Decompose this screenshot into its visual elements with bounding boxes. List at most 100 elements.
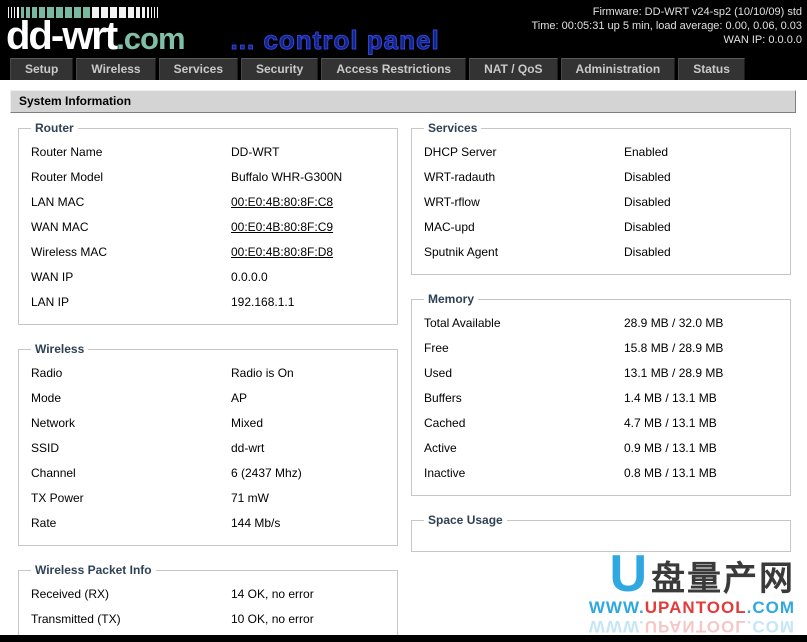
- info-row: Transmitted (TX) 10 OK, no error: [31, 606, 385, 631]
- info-row: Router Model Buffalo WHR-G300N: [31, 164, 385, 189]
- row-value: Radio is On: [231, 365, 294, 380]
- row-value: DD-WRT: [231, 144, 280, 159]
- watermark-url-name-refl: UPANTOOL: [644, 617, 747, 636]
- tab-administration[interactable]: Administration: [560, 58, 676, 80]
- space-usage-empty: [424, 531, 778, 543]
- info-row: Inactive 0.8 MB / 13.1 MB: [424, 460, 778, 485]
- tab-status[interactable]: Status: [678, 58, 745, 80]
- row-value: AP: [231, 390, 248, 405]
- info-row: Mode AP: [31, 385, 385, 410]
- info-row: LAN IP 192.168.1.1: [31, 289, 385, 314]
- row-value: Enabled: [624, 144, 669, 159]
- row-value: Buffalo WHR-G300N: [231, 169, 343, 184]
- row-label: Cached: [424, 415, 466, 430]
- tab-access-restrictions[interactable]: Access Restrictions: [321, 58, 467, 80]
- row-value: 15.8 MB / 28.9 MB: [624, 340, 724, 355]
- row-value: Disabled: [624, 219, 671, 234]
- tab-setup[interactable]: Setup: [10, 58, 74, 80]
- left-column: Router Router Name DD-WRT Router Model B…: [18, 121, 398, 642]
- logo: dd-wrt .com ... control panel: [6, 16, 440, 57]
- row-value: 144 Mb/s: [231, 515, 281, 530]
- services-section: Services DHCP Server Enabled WRT-radauth…: [411, 121, 791, 275]
- row-label: WAN MAC: [31, 219, 89, 234]
- row-label: WAN IP: [31, 269, 74, 284]
- right-column: Services DHCP Server Enabled WRT-radauth…: [411, 121, 791, 642]
- info-row: TX Power 71 mW: [31, 485, 385, 510]
- wireless-packet-info-title: Wireless Packet Info: [35, 563, 152, 577]
- tab-services[interactable]: Services: [158, 58, 238, 80]
- wireless-packet-info-section: Wireless Packet Info Received (RX) 14 OK…: [18, 563, 398, 642]
- tab-security[interactable]: Security: [241, 58, 319, 80]
- row-label: Mode: [31, 390, 62, 405]
- info-row: Radio Radio is On: [31, 360, 385, 385]
- info-row: WAN MAC 00:E0:4B:80:8F:C9: [31, 214, 385, 239]
- watermark-url-com-refl: .COM: [746, 617, 795, 636]
- header: dd-wrt .com ... control panel Firmware: D…: [0, 0, 807, 58]
- control-panel-tagline: ... control panel: [230, 25, 440, 56]
- page-title: System Information: [10, 90, 796, 113]
- row-label: Network: [31, 415, 76, 430]
- header-status-info: Firmware: DD-WRT v24-sp2 (10/10/09) std …: [532, 5, 803, 47]
- row-label: LAN MAC: [31, 194, 85, 209]
- info-row: Total Available 28.9 MB / 32.0 MB: [424, 310, 778, 335]
- bottom-black-strip: [0, 635, 807, 642]
- logo-ddwrt-text: dd-wrt: [6, 14, 118, 58]
- wan-mac-link[interactable]: 00:E0:4B:80:8F:C9: [231, 219, 334, 234]
- tab-nat-qos[interactable]: NAT / QoS: [469, 58, 558, 80]
- info-row: LAN MAC 00:E0:4B:80:8F:C8: [31, 189, 385, 214]
- watermark-url-reflection: WWW.UPANTOOL.COM: [589, 616, 795, 636]
- info-row: WRT-rflow Disabled: [424, 189, 778, 214]
- row-value: 10 OK, no error: [231, 611, 314, 626]
- row-value: 0.9 MB / 13.1 MB: [624, 440, 717, 455]
- info-row: Sputnik Agent Disabled: [424, 239, 778, 264]
- wireless-mac-link[interactable]: 00:E0:4B:80:8F:D8: [231, 244, 334, 259]
- wireless-section: Wireless Radio Radio is On Mode AP Netwo…: [18, 342, 398, 546]
- logo-com-text: .com: [116, 21, 185, 56]
- wireless-section-title: Wireless: [35, 342, 85, 356]
- info-row: Network Mixed: [31, 410, 385, 435]
- row-label: Free: [424, 340, 449, 355]
- router-section: Router Router Name DD-WRT Router Model B…: [18, 121, 398, 325]
- watermark-url-name: UPANTOOL: [644, 598, 747, 617]
- row-value: 6 (2437 Mhz): [231, 465, 302, 480]
- info-row: Received (RX) 14 OK, no error: [31, 581, 385, 606]
- row-label: Sputnik Agent: [424, 244, 499, 259]
- info-row: Buffers 1.4 MB / 13.1 MB: [424, 385, 778, 410]
- info-row: Channel 6 (2437 Mhz): [31, 460, 385, 485]
- services-section-title: Services: [428, 121, 478, 135]
- row-label: Router Name: [31, 144, 103, 159]
- row-label: Received (RX): [31, 586, 110, 601]
- tab-wireless[interactable]: Wireless: [76, 58, 156, 80]
- info-row: SSID dd-wrt: [31, 435, 385, 460]
- row-value: 0.0.0.0: [231, 269, 268, 284]
- upantool-watermark: U 盘量产网 WWW.UPANTOOL.COM WWW.UPANTOOL.COM: [589, 544, 795, 636]
- lan-mac-link[interactable]: 00:E0:4B:80:8F:C8: [231, 194, 334, 209]
- row-label: Transmitted (TX): [31, 611, 121, 626]
- row-label: Router Model: [31, 169, 104, 184]
- router-section-title: Router: [35, 121, 74, 135]
- info-row: MAC-upd Disabled: [424, 214, 778, 239]
- row-value: 13.1 MB / 28.9 MB: [624, 365, 724, 380]
- watermark-u-icon: U: [609, 544, 647, 603]
- row-value: 192.168.1.1: [231, 294, 295, 309]
- row-value: 28.9 MB / 32.0 MB: [624, 315, 724, 330]
- row-label: TX Power: [31, 490, 84, 505]
- watermark-url-www: WWW.: [588, 598, 645, 617]
- main-content: System Information Router Router Name DD…: [0, 80, 807, 642]
- row-label: WRT-radauth: [424, 169, 496, 184]
- row-label: MAC-upd: [424, 219, 475, 234]
- space-usage-section: Space Usage: [411, 513, 791, 552]
- row-label: Inactive: [424, 465, 466, 480]
- row-value: 14 OK, no error: [231, 586, 314, 601]
- info-row: Wireless MAC 00:E0:4B:80:8F:D8: [31, 239, 385, 264]
- memory-section-title: Memory: [428, 292, 475, 306]
- row-label: Active: [424, 440, 457, 455]
- watermark-url: WWW.UPANTOOL.COM: [589, 598, 795, 618]
- row-value: Disabled: [624, 169, 671, 184]
- row-value: Disabled: [624, 194, 671, 209]
- row-label: Channel: [31, 465, 76, 480]
- watermark-chinese-text: 盘量产网: [651, 560, 795, 598]
- row-value: Disabled: [624, 244, 671, 259]
- info-row: DHCP Server Enabled: [424, 139, 778, 164]
- row-label: WRT-rflow: [424, 194, 480, 209]
